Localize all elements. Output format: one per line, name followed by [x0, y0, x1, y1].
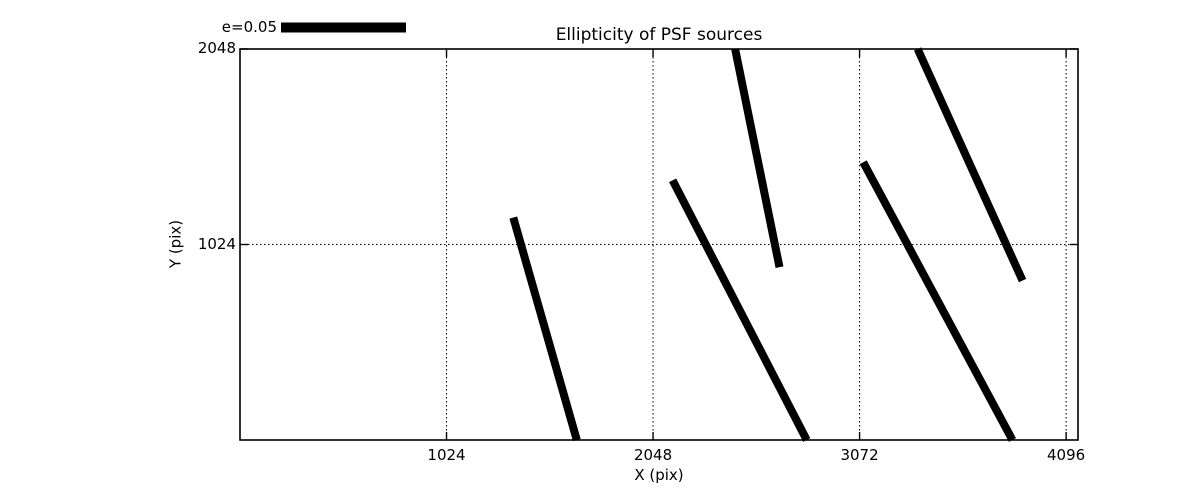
axes-border [239, 48, 1079, 441]
y-tick-label: 2048 [197, 39, 236, 57]
x-tick-label: 1024 [427, 446, 466, 464]
ellipticity-whisker [859, 160, 1016, 442]
ellipticity-whisker [914, 47, 1027, 283]
x-tick-label: 4096 [1047, 446, 1086, 464]
x-tick-label: 2048 [633, 446, 673, 464]
y-tick-label: 1024 [197, 234, 236, 253]
x-tick-label: 3072 [840, 446, 879, 464]
ellipticity-whisker [731, 48, 784, 269]
ellipticity-whisker [509, 216, 581, 442]
x-axis-label: X (pix) [634, 466, 684, 484]
ellipticity-whisker [669, 178, 811, 442]
chart-title: Ellipticity of PSF sources [555, 25, 763, 45]
legend-label: e=0.05 [221, 18, 277, 36]
